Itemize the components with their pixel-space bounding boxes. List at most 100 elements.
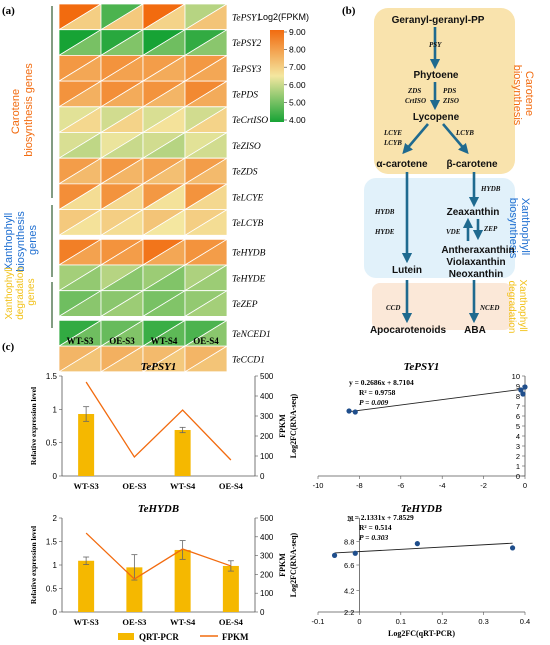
- group-label-xanth-deg: Xanthophyll degradation genes: [4, 264, 37, 320]
- bar-qrtpcr: [78, 414, 95, 476]
- pathway-enzymes: PSY ZDS CrtISO PDS ZISO LCYE LCYB LCYB H…: [374, 41, 501, 312]
- line-fpkm: [85, 381, 232, 461]
- legend-ticks: 9.00 8.00 7.00 6.00 5.00 4.00: [284, 27, 306, 125]
- bar-qrtpcr: [78, 560, 95, 612]
- trendline: [348, 388, 526, 413]
- x-tick-label: WT-S3: [74, 617, 99, 627]
- side-label-carotene-l2: biosynthesis: [511, 65, 523, 126]
- chart-psy1-correlation: TePSY1-10 -8 -6 -4 -2 0012345678910Log2FC(RNA…: [289, 361, 528, 490]
- heatmap-column-label: OE-S3: [109, 336, 135, 346]
- y-tick-label: 1: [53, 561, 58, 570]
- legend-tick-label: 4.00: [289, 115, 306, 125]
- scatter-point: [414, 541, 420, 547]
- y-tick-label: 5: [516, 422, 520, 431]
- pathway-arrows: [401, 27, 484, 324]
- legend-swatch-qrtpcr: [118, 633, 134, 640]
- y2-tick-label: 0: [260, 472, 265, 481]
- heatmap-cells: [57, 3, 229, 373]
- y2-tick-label: 100: [260, 589, 274, 598]
- y-tick-label: 1: [53, 405, 58, 414]
- heatmap-column-label: WT-S4: [151, 336, 178, 346]
- pathway-nodes: Geranyl-geranyl-PP Phytoene Lycopene α-c…: [370, 15, 515, 336]
- legend-title: Log2(FPKM): [258, 12, 309, 22]
- node-beta-carotene: β-carotene: [446, 159, 498, 170]
- legend-tick-label: 9.00: [289, 27, 306, 37]
- heatmap-column-labels: WT-S3 OE-S3 WT-S4 OE-S4: [67, 336, 220, 346]
- heatmap-gene-label: TeZISO: [232, 142, 261, 152]
- x-tick-label: 0.2: [437, 617, 447, 626]
- side-label-xanth-deg-l1: Xanthophyll: [517, 279, 528, 331]
- x-tick-label: OE-S3: [122, 617, 146, 627]
- heatmap-gene-label: TeCrtISO: [232, 116, 268, 126]
- legend-label-qrtpcr: QRT-PCR: [139, 632, 179, 642]
- group-label-xanth-bio: Xanthophyll biosynthesis genes: [3, 208, 39, 272]
- chart-title: TePSY1: [404, 361, 440, 373]
- scatter-point: [520, 391, 526, 397]
- node-zeaxanthin: Zeaxanthin: [447, 207, 500, 218]
- x-tick-label: -0.1: [312, 617, 325, 626]
- regression-r2: R² = 0.514: [359, 523, 392, 532]
- y-tick-label: 6: [516, 412, 520, 421]
- x-tick-label: 0.4: [520, 617, 530, 626]
- arrow-lycopene-beta: [442, 123, 469, 155]
- group-label-carotene-l1: Carotene: [10, 89, 22, 134]
- enzyme-nced: NCED: [479, 304, 499, 312]
- x-tick-label: OE-S4: [219, 481, 244, 491]
- y2-axis-label: FPKM: [278, 414, 287, 438]
- regression-equation: y = 2.1331x + 7.8529: [349, 513, 414, 522]
- enzyme-zds: ZDS: [407, 87, 421, 95]
- heatmap-gene-label: TeHYDB: [232, 249, 266, 259]
- enzyme-lcyb-2: LCYB: [455, 129, 474, 137]
- x-tick-label: 0: [523, 481, 527, 490]
- chart-title: TeHYDB: [138, 503, 179, 515]
- enzyme-vde: VDE: [446, 228, 461, 236]
- panel-label-c: (c): [2, 341, 15, 353]
- chart-title: TePSY1: [141, 361, 177, 373]
- y-tick-label: 1.5: [46, 372, 58, 381]
- heatmap-gene-label: TeCCD1: [232, 355, 265, 365]
- node-neoxanthin: Neoxanthin: [449, 269, 503, 280]
- scatter-point: [522, 384, 528, 390]
- node-phytoene: Phytoene: [413, 70, 458, 81]
- enzyme-ccd: CCD: [386, 304, 400, 312]
- y-tick-label: 4: [516, 432, 520, 441]
- y2-tick-label: 300: [260, 552, 274, 561]
- scatter-point: [346, 408, 352, 414]
- y-tick-label: 0: [53, 608, 58, 617]
- y-axis-label: Log2FC(RNA-seq): [289, 393, 298, 458]
- x-tick-label: OE-S3: [122, 481, 146, 491]
- legend-tick-label: 5.00: [289, 97, 306, 107]
- y-tick-label: 9: [516, 382, 520, 391]
- heatmap-gene-label: TePSY1: [232, 13, 261, 23]
- x-tick-label: WT-S4: [170, 481, 196, 491]
- heatmap-gene-label: TeLCYE: [232, 193, 264, 203]
- y-tick-label: 8: [516, 392, 520, 401]
- x-tick-label: 0.3: [478, 617, 488, 626]
- enzyme-crtiso: CrtISO: [405, 97, 426, 105]
- enzyme-hyde: HYDE: [374, 228, 395, 236]
- panel-label-b: (b): [342, 5, 356, 17]
- heatmap-cell-lower: [183, 345, 228, 373]
- y-axis-label: Log2FC(RNA-seq): [289, 532, 298, 597]
- regression-p: P = 0.009: [359, 398, 388, 407]
- y-tick-label: 0.5: [46, 439, 58, 448]
- heatmap-cell-lower: [183, 208, 228, 236]
- heatmap-cell-lower: [183, 289, 228, 317]
- y-axis-label: Relative expression level: [29, 387, 38, 465]
- heatmap-group-labels: Carotene biosynthesis genes Xanthophyll …: [3, 63, 39, 320]
- enzyme-hydb-2: HYDB: [480, 185, 501, 193]
- group-label-xanth-deg-l3: genes: [26, 278, 37, 305]
- y2-tick-label: 200: [260, 432, 274, 441]
- y-tick-label: 2: [53, 514, 58, 523]
- enzyme-hydb-1: HYDB: [374, 208, 395, 216]
- y-tick-label: 4.2: [344, 587, 354, 596]
- scatter-point: [518, 387, 524, 393]
- y-axis-label: Relative expression level: [29, 526, 38, 604]
- bar-chart-legend: QRT-PCR FPKM: [118, 632, 249, 642]
- chart-hydb-expression: TeHYDB 0 0.5 1 1.5 2 0 100 200 300 400 500 WT-S3 OE-S…: [29, 503, 287, 627]
- group-label-xanth-bio-l3: genes: [27, 225, 39, 255]
- bar-qrtpcr: [174, 549, 191, 612]
- y2-tick-label: 400: [260, 392, 274, 401]
- regression-p: P = 0.303: [359, 533, 388, 542]
